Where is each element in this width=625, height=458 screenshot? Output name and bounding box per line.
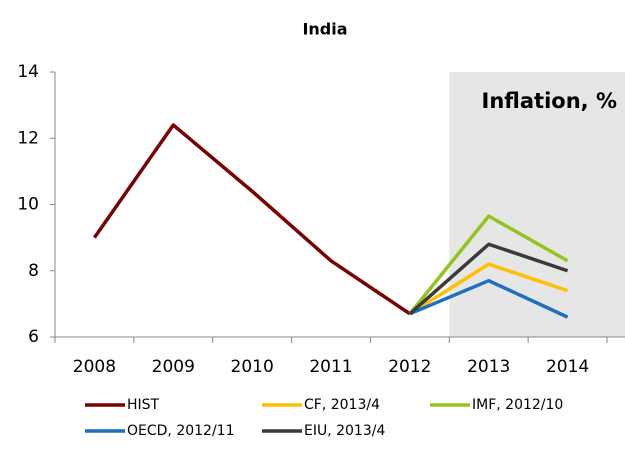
x-tick-label: 2010 [231, 357, 274, 377]
chart-title: India [302, 20, 347, 39]
y-tick-label: 6 [28, 327, 39, 347]
y-tick-label: 12 [17, 128, 39, 148]
series-line [409, 278, 569, 319]
legend-label: EIU, 2013/4 [304, 423, 385, 439]
series-line [408, 214, 569, 315]
x-tick-label: 2012 [388, 357, 431, 377]
y-tick-label: 10 [17, 195, 39, 215]
y-tick-label: 8 [28, 261, 39, 281]
x-tick-label: 2013 [467, 357, 510, 377]
x-tick-label: 2008 [73, 357, 116, 377]
legend-label: CF, 2013/4 [304, 397, 380, 413]
annotation: Inflation, % [482, 89, 617, 113]
series-line [408, 242, 569, 316]
x-tick-label: 2014 [546, 357, 589, 377]
series-line [408, 262, 569, 316]
y-tick-label: 14 [17, 62, 39, 82]
shaded-region [449, 72, 625, 337]
legend-label: HIST [127, 397, 160, 413]
series-line [92, 123, 411, 316]
x-tick-label: 2009 [152, 357, 195, 377]
legend-label: IMF, 2012/10 [472, 397, 563, 413]
legend-label: OECD, 2012/11 [127, 423, 234, 439]
x-tick-label: 2011 [309, 357, 352, 377]
